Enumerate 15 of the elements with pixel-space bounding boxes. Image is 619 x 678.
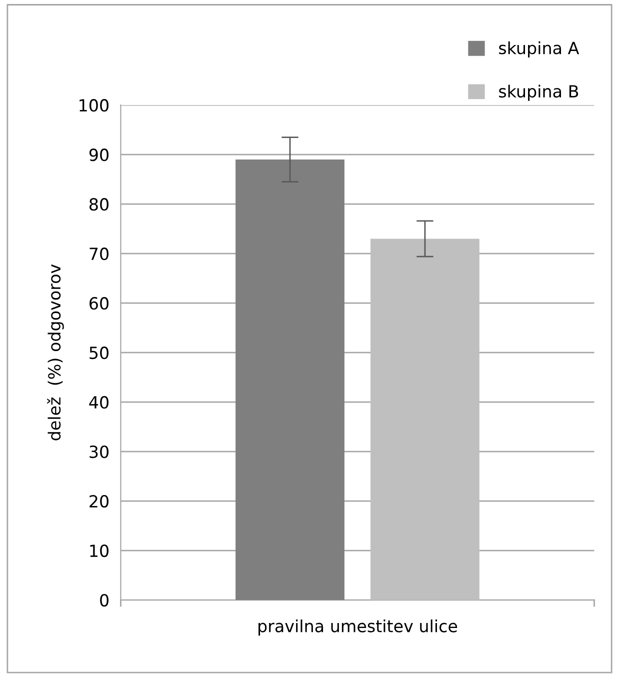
y-tick-label: 50 [90,346,108,360]
y-tick-label: 40 [89,396,108,409]
y-tick-label: 100 [80,99,108,112]
y-tick-label: 90 [89,148,108,162]
x-tick-label: pravilna umestitev ulice [258,619,458,636]
y-tick-label: 20 [90,495,108,508]
y-tick-label: 80 [90,198,108,211]
y-tick-label: 0 [100,594,108,607]
y-tick-label: 70 [90,248,108,260]
y-tick-label: 30 [90,446,108,458]
y-tick-label: 10 [90,544,108,558]
y-tick-label: 60 [90,297,108,310]
legend-label: skupina A [499,41,580,58]
y-axis-title: delež (%) odgovorov [47,264,64,440]
legend-label: skupina B [499,84,578,101]
